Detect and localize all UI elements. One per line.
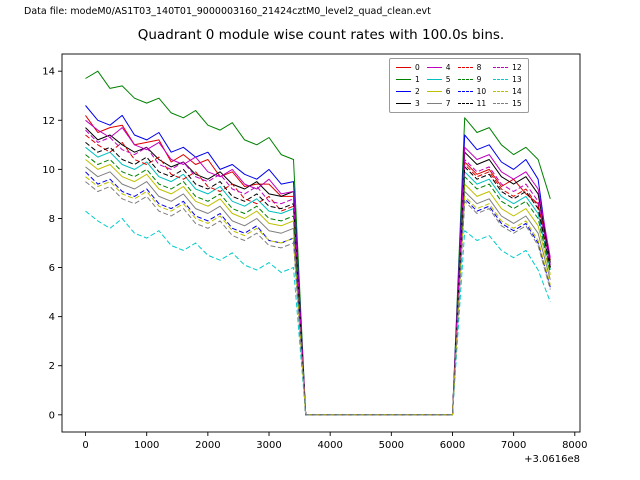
legend-label: 5	[445, 75, 451, 84]
x-tick-label: 7000	[501, 440, 526, 451]
legend-entry-3: 3	[396, 98, 420, 109]
legend-label: 12	[512, 63, 522, 72]
legend-entry-12: 12	[493, 62, 522, 73]
legend-entry-5: 5	[426, 74, 451, 85]
legend-line-sample	[493, 91, 509, 92]
x-tick-label: 3000	[256, 440, 281, 451]
x-tick-label: 6000	[440, 440, 465, 451]
series-line-8	[85, 134, 551, 416]
y-tick-label: 2	[49, 361, 55, 372]
legend-label: 0	[415, 63, 420, 72]
legend-entry-8: 8	[457, 62, 487, 73]
legend-label: 7	[445, 99, 451, 108]
data-file-label: Data file: modeM0/AS1T03_140T01_90000031…	[24, 6, 431, 17]
series-line-14	[85, 176, 551, 416]
legend-line-sample	[396, 103, 411, 104]
series-line-10	[85, 171, 551, 416]
legend-line-sample	[457, 79, 473, 80]
y-tick-label: 0	[49, 410, 55, 421]
legend-entry-13: 13	[493, 74, 522, 85]
legend-label: 6	[445, 87, 451, 96]
series-line-7	[85, 166, 551, 416]
y-tick-label: 10	[42, 165, 55, 176]
legend-entry-11: 11	[457, 98, 487, 109]
legend-label: 3	[415, 99, 420, 108]
legend-label: 11	[476, 99, 487, 108]
legend-label: 9	[476, 75, 482, 84]
y-tick-label: 14	[42, 67, 55, 78]
x-tick-label: 1000	[134, 440, 159, 451]
series-line-0	[85, 115, 551, 416]
legend-line-sample	[493, 67, 509, 68]
legend-line-sample	[426, 103, 442, 104]
legend-label: 15	[512, 99, 522, 108]
legend-line-sample	[457, 103, 473, 104]
x-tick-label: 5000	[379, 440, 404, 451]
series-line-9	[85, 154, 551, 416]
legend-entry-15: 15	[493, 98, 522, 109]
legend-label: 8	[476, 63, 482, 72]
plot-border	[61, 53, 581, 433]
series-line-5	[85, 146, 551, 416]
legend-entry-0: 0	[396, 62, 420, 73]
legend-entry-14: 14	[493, 86, 522, 97]
series-line-2	[85, 105, 551, 416]
chart-title: Quadrant 0 module wise count rates with …	[137, 27, 505, 43]
x-tick-label: 2000	[195, 440, 220, 451]
legend-line-sample	[493, 103, 509, 104]
legend-line-sample	[493, 79, 509, 80]
y-tick-label: 4	[49, 312, 55, 323]
legend-label: 4	[445, 63, 451, 72]
legend-entry-4: 4	[426, 62, 451, 73]
series-line-15	[85, 181, 551, 416]
legend-label: 1	[415, 75, 420, 84]
y-tick-label: 8	[49, 214, 55, 225]
legend-line-sample	[457, 91, 473, 92]
legend-label: 2	[415, 87, 420, 96]
series-line-11	[85, 142, 551, 416]
legend-line-sample	[457, 67, 473, 68]
x-tick-label: 8000	[562, 440, 587, 451]
series-line-4	[85, 119, 551, 416]
series-line-1	[85, 70, 551, 416]
legend-label: 14	[512, 87, 522, 96]
series-line-6	[85, 159, 551, 416]
legend-entry-6: 6	[426, 86, 451, 97]
legend-line-sample	[396, 91, 411, 92]
legend-line-sample	[426, 79, 442, 80]
legend-line-sample	[426, 67, 442, 68]
y-tick-label: 12	[42, 116, 55, 127]
legend-entry-7: 7	[426, 98, 451, 109]
legend: 0 1 2 3 4 5 6 7 8 9 10 11 12 13 14 15	[389, 58, 529, 113]
legend-line-sample	[396, 67, 411, 68]
legend-label: 10	[476, 87, 487, 96]
x-tick-label: 4000	[317, 440, 342, 451]
legend-line-sample	[426, 91, 442, 92]
legend-entry-2: 2	[396, 86, 420, 97]
y-tick-label: 6	[49, 263, 55, 274]
legend-entry-1: 1	[396, 74, 420, 85]
legend-entry-9: 9	[457, 74, 487, 85]
x-axis-offset-label: +3.0616e8	[524, 454, 580, 465]
legend-label: 13	[512, 75, 522, 84]
x-tick-label: 0	[82, 440, 88, 451]
legend-line-sample	[396, 79, 411, 80]
series-line-13	[85, 210, 551, 416]
legend-entry-10: 10	[457, 86, 487, 97]
